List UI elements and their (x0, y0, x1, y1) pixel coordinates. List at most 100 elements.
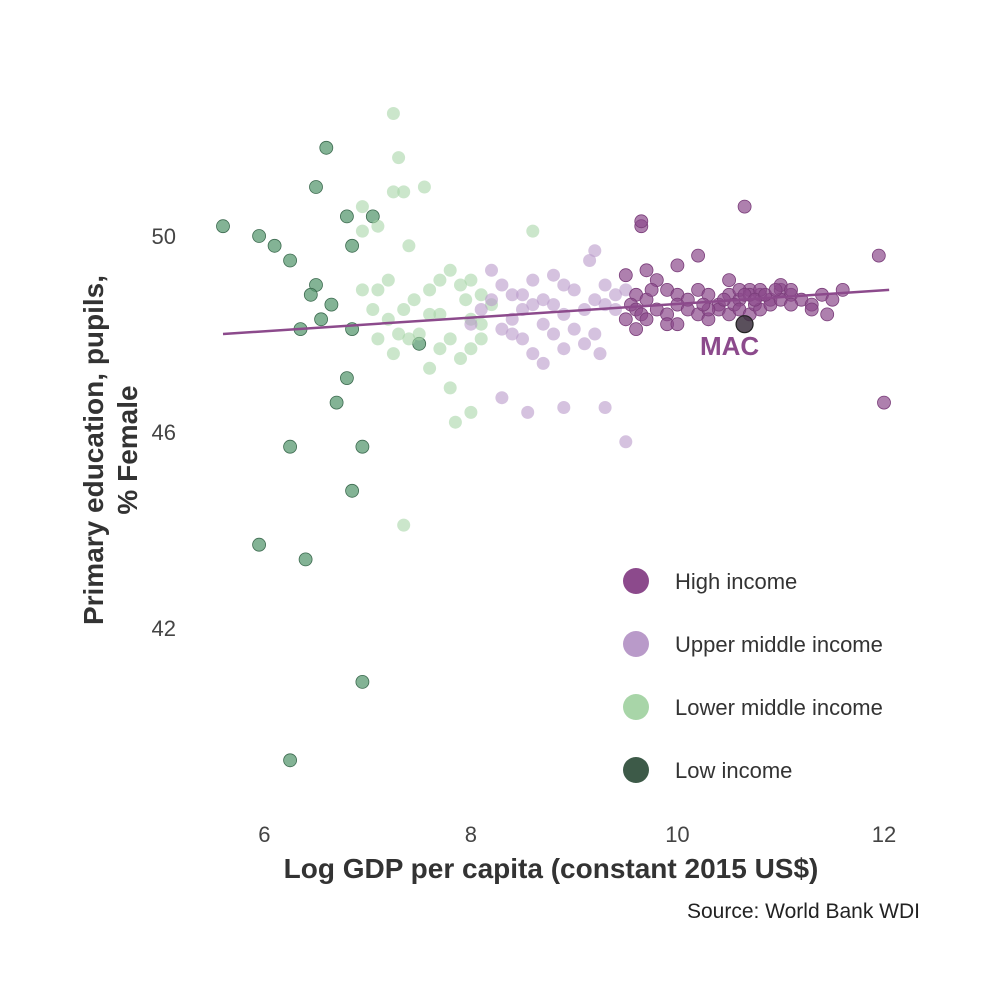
point-lower-middle-income (397, 518, 411, 532)
point-upper-middle-income (547, 327, 560, 341)
point-upper-middle-income (598, 401, 612, 414)
point-lower-middle-income (443, 381, 457, 395)
point-low-income (355, 675, 370, 689)
point-low-income (303, 287, 318, 302)
legend-key (623, 568, 649, 594)
point-upper-middle-income (516, 288, 529, 302)
point-upper-middle-income (567, 322, 581, 336)
point-upper-middle-income (557, 307, 571, 321)
point-high-income (768, 282, 783, 297)
point-high-income (629, 322, 643, 337)
highlight-point (735, 315, 754, 334)
point-lower-middle-income (474, 332, 488, 346)
point-lower-middle-income (355, 224, 369, 238)
y-tick-label: 50 (152, 224, 176, 249)
point-lower-middle-income (474, 288, 488, 302)
point-lower-middle-income (464, 273, 478, 287)
point-low-income (314, 312, 329, 327)
point-upper-middle-income (609, 303, 622, 316)
y-axis-title-line2: % Female (112, 385, 143, 514)
point-lower-middle-income (417, 180, 431, 194)
point-lower-middle-income (423, 361, 437, 375)
point-low-income (252, 229, 267, 243)
x-tick-label: 6 (258, 822, 270, 847)
point-upper-middle-income (536, 293, 550, 307)
point-low-income (324, 297, 339, 312)
point-high-income (634, 214, 649, 229)
point-upper-middle-income (583, 254, 597, 267)
point-upper-middle-income (495, 278, 509, 292)
point-low-income (355, 439, 370, 454)
point-high-income (784, 282, 798, 297)
point-lower-middle-income (386, 185, 400, 199)
y-tick-label: 46 (152, 420, 176, 445)
x-tick-label: 12 (872, 822, 896, 847)
point-lower-middle-income (454, 278, 467, 292)
source-caption: Source: World Bank WDI (687, 900, 920, 923)
point-low-income (345, 483, 360, 498)
point-upper-middle-income (547, 298, 560, 312)
point-low-income (283, 439, 298, 454)
point-upper-middle-income (619, 435, 633, 449)
y-tick-label: 42 (152, 616, 176, 641)
legend-label: Low income (675, 758, 792, 783)
point-lower-middle-income (474, 317, 488, 331)
point-lower-middle-income (433, 342, 447, 356)
point-lower-middle-income (412, 327, 426, 341)
point-lower-middle-income (423, 283, 437, 297)
point-lower-middle-income (355, 283, 369, 297)
point-upper-middle-income (619, 283, 633, 297)
point-lower-middle-income (464, 342, 478, 356)
point-upper-middle-income (578, 337, 591, 351)
point-lower-middle-income (459, 293, 473, 307)
point-lower-middle-income (443, 332, 457, 346)
point-low-income (283, 753, 298, 768)
point-low-income (345, 238, 360, 253)
point-high-income (639, 312, 654, 327)
point-upper-middle-income (521, 405, 535, 419)
point-upper-middle-income (598, 278, 612, 292)
point-high-income (670, 258, 685, 273)
point-lower-middle-income (355, 200, 369, 214)
point-upper-middle-income (464, 317, 478, 331)
point-upper-middle-income (609, 288, 622, 302)
legend-label: Upper middle income (675, 632, 883, 657)
point-low-income (252, 537, 267, 552)
point-upper-middle-income (557, 342, 571, 356)
point-upper-middle-income (588, 244, 602, 258)
point-high-income (737, 199, 752, 214)
point-high-income (618, 268, 633, 283)
point-upper-middle-income (495, 391, 509, 405)
point-high-income (804, 302, 819, 317)
point-upper-middle-income (485, 263, 498, 277)
point-upper-middle-income (474, 303, 488, 316)
point-lower-middle-income (371, 283, 385, 297)
point-lower-middle-income (366, 303, 380, 316)
point-lower-middle-income (392, 151, 406, 165)
point-low-income (339, 209, 354, 224)
point-upper-middle-income (557, 278, 571, 292)
legend-key (623, 631, 649, 657)
point-lower-middle-income (397, 303, 411, 316)
point-low-income (319, 140, 334, 155)
point-low-income (329, 395, 344, 410)
points-layer (216, 107, 891, 768)
point-upper-middle-income (505, 288, 519, 302)
legend-label: Lower middle income (675, 695, 883, 720)
x-tick-labels: 6 8 10 12 (258, 822, 896, 847)
point-high-income (639, 263, 654, 278)
x-axis-title: Log GDP per capita (constant 2015 US$) (284, 853, 819, 884)
point-upper-middle-income (485, 293, 498, 307)
point-upper-middle-income (526, 273, 540, 287)
point-upper-middle-income (593, 347, 607, 361)
point-low-income (216, 219, 230, 234)
point-lower-middle-income (454, 352, 467, 365)
point-lower-middle-income (386, 107, 400, 120)
annotation-layer: MAC (700, 315, 759, 361)
point-high-income (644, 282, 659, 297)
y-tick-labels: 42 46 50 (152, 224, 176, 641)
point-lower-middle-income (392, 327, 406, 341)
point-upper-middle-income (526, 298, 540, 312)
legend: High income Upper middle income Lower midd… (623, 568, 883, 783)
